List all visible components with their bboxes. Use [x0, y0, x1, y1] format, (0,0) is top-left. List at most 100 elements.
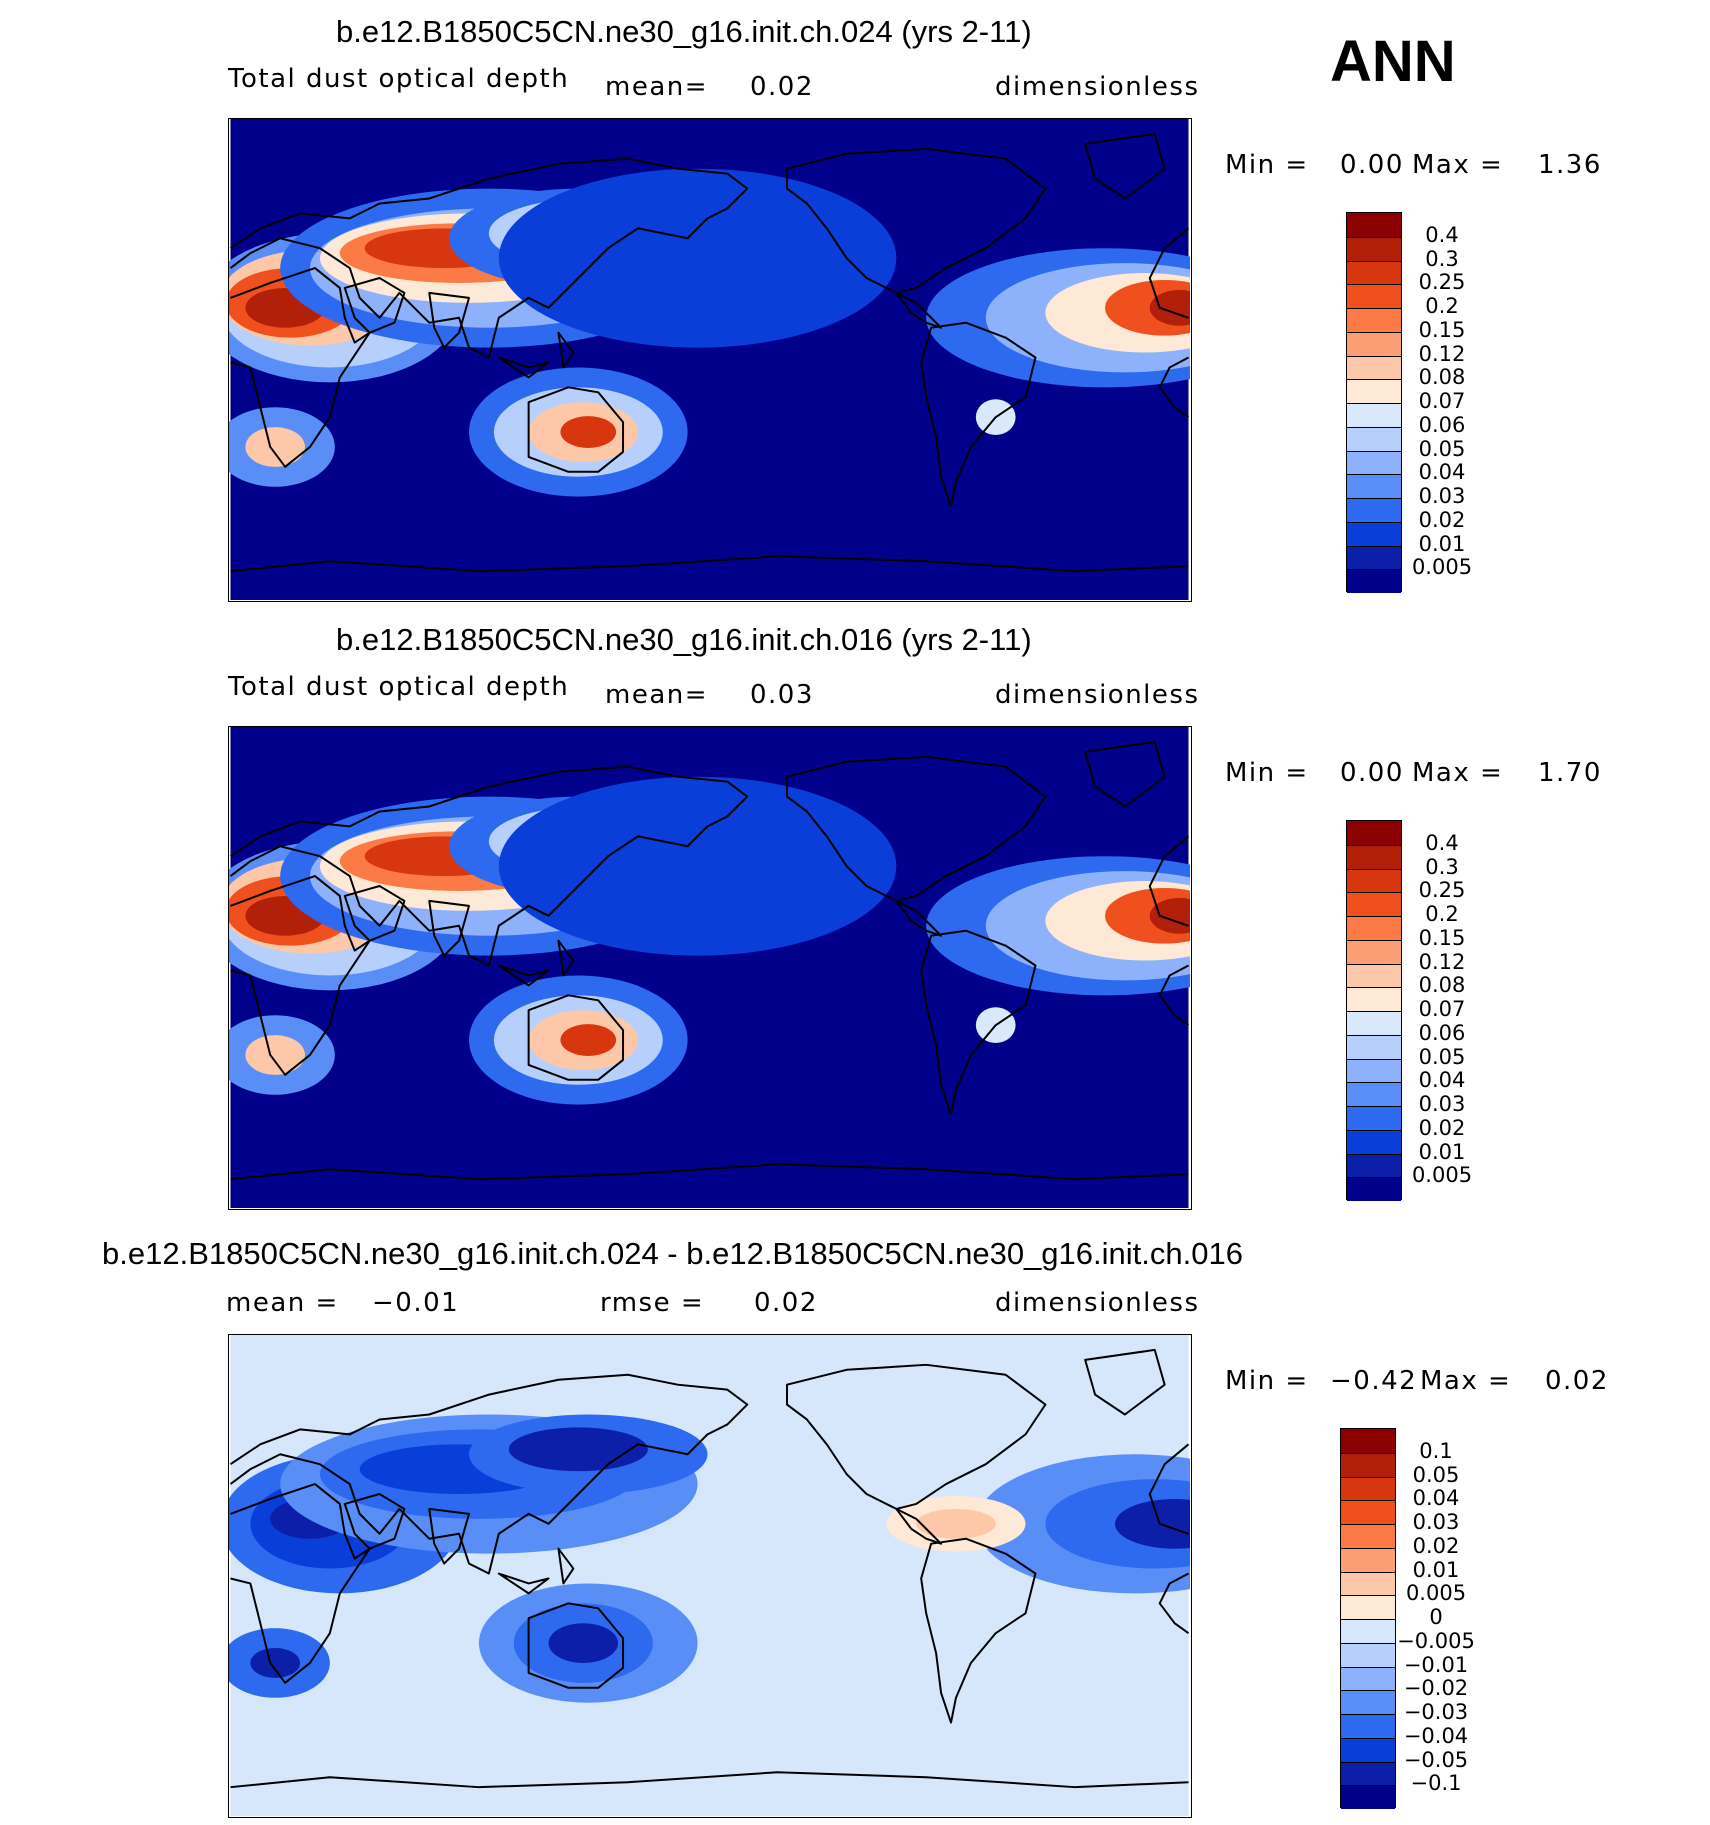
panel-1-min-label: Min = — [1225, 150, 1309, 180]
colorbar-swatch — [1347, 1153, 1401, 1178]
coastline — [230, 1483, 371, 1684]
colorbar-swatch — [1347, 284, 1401, 308]
colorbar-tick-label: 0.2 — [1425, 902, 1459, 926]
colorbar-swatch — [1347, 1058, 1401, 1083]
colorbar-tick-label: 0.01 — [1418, 1139, 1466, 1164]
colorbar-tick-label: 0.12 — [1418, 341, 1466, 366]
colorbar-swatch — [1347, 939, 1401, 964]
coastline — [497, 356, 550, 379]
colorbar-tick-label: 0.05 — [1418, 436, 1466, 461]
coastline — [527, 1602, 625, 1689]
colorbar-swatch — [1347, 521, 1401, 546]
colorbar-tick-label: −0.01 — [1403, 1652, 1469, 1677]
panel-1-mean-value: 0.02 — [750, 72, 814, 102]
coastline — [786, 1363, 1047, 1510]
field-contour — [548, 1623, 619, 1663]
coastline — [428, 291, 470, 349]
colorbar-tick-label: −0.02 — [1403, 1676, 1469, 1701]
colorbar-tick-label: 0.25 — [1418, 878, 1466, 903]
colorbar-tick-label: 0.04 — [1418, 460, 1466, 485]
colorbar-swatch — [1347, 1011, 1401, 1035]
panel-3-max-label: Max = — [1420, 1366, 1512, 1396]
coastline — [1084, 740, 1166, 808]
colorbar-swatch — [1341, 1714, 1395, 1738]
coastline — [1148, 227, 1190, 319]
panel-1-min-value: 0.00 — [1340, 150, 1404, 180]
colorbar-tick-label: 0.02 — [1412, 1533, 1460, 1558]
panel-3-mean-value: −0.01 — [372, 1288, 460, 1318]
colorbar-tick-label: 0.15 — [1418, 317, 1466, 342]
panel-1-mean-label: mean= — [605, 72, 709, 102]
colorbar-tick-label: 0.02 — [1418, 1115, 1466, 1140]
colorbar-swatch — [1347, 1034, 1401, 1059]
coastline — [920, 321, 1037, 508]
coastline — [1084, 132, 1166, 200]
field-contour — [245, 1035, 306, 1075]
field-contour — [1114, 1498, 1190, 1549]
colorbar-swatch — [1341, 1547, 1395, 1572]
colorbar-swatch — [1347, 450, 1401, 475]
panel-2-max-label: Max = — [1412, 758, 1504, 788]
coastline — [1148, 835, 1190, 927]
panel-3-units: dimensionless — [995, 1288, 1200, 1318]
colorbar-tick-label: −0.1 — [1410, 1771, 1462, 1796]
colorbar-tick-label: 0.005 — [1405, 1581, 1467, 1606]
season-label: ANN — [1330, 29, 1456, 94]
coastline — [1084, 1348, 1166, 1416]
colorbar-swatch — [1347, 308, 1401, 332]
coastline — [343, 277, 406, 334]
coastline — [895, 1507, 943, 1545]
colorbar-tick-label: −0.005 — [1397, 1628, 1475, 1653]
colorbar-swatch — [1341, 1452, 1395, 1477]
coastline — [895, 899, 943, 937]
panel-3-max-value: 0.02 — [1545, 1366, 1609, 1396]
coastline — [230, 1771, 1189, 1789]
colorbar-tick-label: 0.08 — [1418, 973, 1466, 998]
panel-1-max-value: 1.36 — [1538, 150, 1602, 180]
coastline — [527, 386, 625, 473]
coastline — [1148, 1443, 1190, 1535]
coastline — [343, 1493, 406, 1550]
colorbar-tick-label: 0.05 — [1412, 1462, 1460, 1487]
panel-2-min-label: Min = — [1225, 758, 1309, 788]
colorbar-tick-label: 0.07 — [1418, 389, 1466, 413]
colorbar-swatch — [1347, 260, 1401, 285]
colorbar-swatch — [1341, 1595, 1395, 1619]
coastline — [895, 291, 943, 329]
colorbar-swatch — [1341, 1524, 1395, 1548]
panel-1-colorbar — [1346, 212, 1402, 593]
coastline — [428, 899, 470, 957]
colorbar-tick-label: −0.04 — [1403, 1723, 1469, 1748]
panel-3-rmse-value: 0.02 — [754, 1288, 818, 1318]
colorbar-tick-label: 0.03 — [1418, 1092, 1466, 1116]
field-contour — [1149, 289, 1190, 326]
colorbar-swatch — [1347, 403, 1401, 427]
colorbar-swatch — [1347, 236, 1401, 261]
panel-3-min-value: −0.42 — [1330, 1366, 1418, 1396]
colorbar-swatch — [1347, 545, 1401, 570]
colorbar-swatch — [1347, 916, 1401, 940]
coastline — [557, 939, 575, 977]
colorbar-swatch — [1347, 1082, 1401, 1106]
colorbar-tick-label: 0.03 — [1418, 484, 1466, 508]
colorbar-tick-label: 0.3 — [1425, 854, 1459, 879]
colorbar-swatch — [1347, 1129, 1401, 1154]
colorbar-swatch — [1347, 569, 1401, 593]
panel-1-max-label: Max = — [1412, 150, 1504, 180]
coastline — [230, 1163, 1189, 1181]
colorbar-tick-label: 0.005 — [1411, 555, 1473, 580]
panel-3-title: b.e12.B1850C5CN.ne30_g16.init.ch.024 - b… — [102, 1236, 1243, 1271]
colorbar-tick-label: 0.1 — [1419, 1438, 1453, 1463]
colorbar-swatch — [1341, 1737, 1395, 1762]
colorbar-swatch — [1347, 844, 1401, 869]
colorbar-tick-label: 0.005 — [1411, 1163, 1473, 1188]
coastline — [1158, 356, 1190, 418]
colorbar-swatch — [1347, 213, 1401, 237]
colorbar-tick-label: 0.02 — [1418, 507, 1466, 532]
colorbar-swatch — [1341, 1571, 1395, 1596]
colorbar-swatch — [1347, 892, 1401, 916]
panel-2-variable: Total dust optical depth — [228, 672, 570, 702]
coastline — [1158, 1572, 1190, 1634]
colorbar-tick-label: 0.3 — [1425, 246, 1459, 271]
colorbar-tick-label: 0.2 — [1425, 294, 1459, 318]
